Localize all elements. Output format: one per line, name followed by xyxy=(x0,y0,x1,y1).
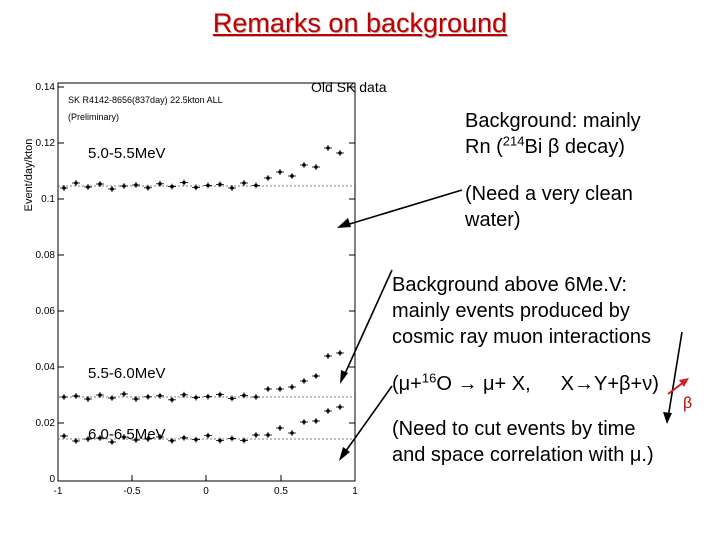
beta-label: β xyxy=(683,395,693,412)
data-points xyxy=(60,145,344,445)
water-note: (Need a very clean water) xyxy=(465,183,633,231)
plot-header: SK R4142-8656(837day) 22.5kton ALL xyxy=(68,95,223,105)
cut-note: (Need to cut events by time and space co… xyxy=(392,418,654,466)
y-tick: 0.1 xyxy=(41,194,55,205)
baselines xyxy=(58,185,355,440)
y-tick-labels: 0.14 0.12 0.1 0.08 0.06 0.04 0.02 0 xyxy=(36,82,56,485)
y-tick: 0.06 xyxy=(36,306,56,317)
muon-note: Background above 6Me.V: mainly events pr… xyxy=(392,274,651,348)
y-tick: 0.04 xyxy=(36,362,56,373)
panel-label: 5.0-5.5MeV xyxy=(88,145,166,162)
y-tick: 0.12 xyxy=(36,138,56,149)
x-tick-labels: -1 -0.5 0 0.5 1 xyxy=(54,486,359,497)
y-tick: 0.02 xyxy=(36,418,56,429)
beta-arrow xyxy=(667,381,685,395)
x-tick: -1 xyxy=(54,486,63,497)
x-tick: 0 xyxy=(203,486,209,497)
annotation-arrows xyxy=(342,189,683,456)
x-tick: 1 xyxy=(352,486,358,497)
plot-subheader: (Preliminary) xyxy=(68,112,119,122)
plot-frame xyxy=(57,82,356,482)
reaction-note: (μ+16O → μ+ X, X→Y+β+ν) xyxy=(392,370,659,395)
y-axis-label: Event/day/kton xyxy=(23,139,35,212)
background-note: Background: mainly Rn (214Bi β decay) xyxy=(465,110,641,158)
image-caption: Old SK data xyxy=(311,79,387,95)
y-tick-marks xyxy=(58,86,355,481)
x-tick: -0.5 xyxy=(123,486,141,497)
x-tick: 0.5 xyxy=(274,486,288,497)
page-title: Remarks on background xyxy=(212,8,508,38)
y-tick: 0.08 xyxy=(36,250,56,261)
arrow-heads xyxy=(337,218,672,461)
panel-label: 5.5-6.0MeV xyxy=(88,365,166,382)
y-tick: 0 xyxy=(49,474,55,485)
beta-arrow-head xyxy=(679,378,689,387)
y-tick: 0.14 xyxy=(36,82,56,93)
